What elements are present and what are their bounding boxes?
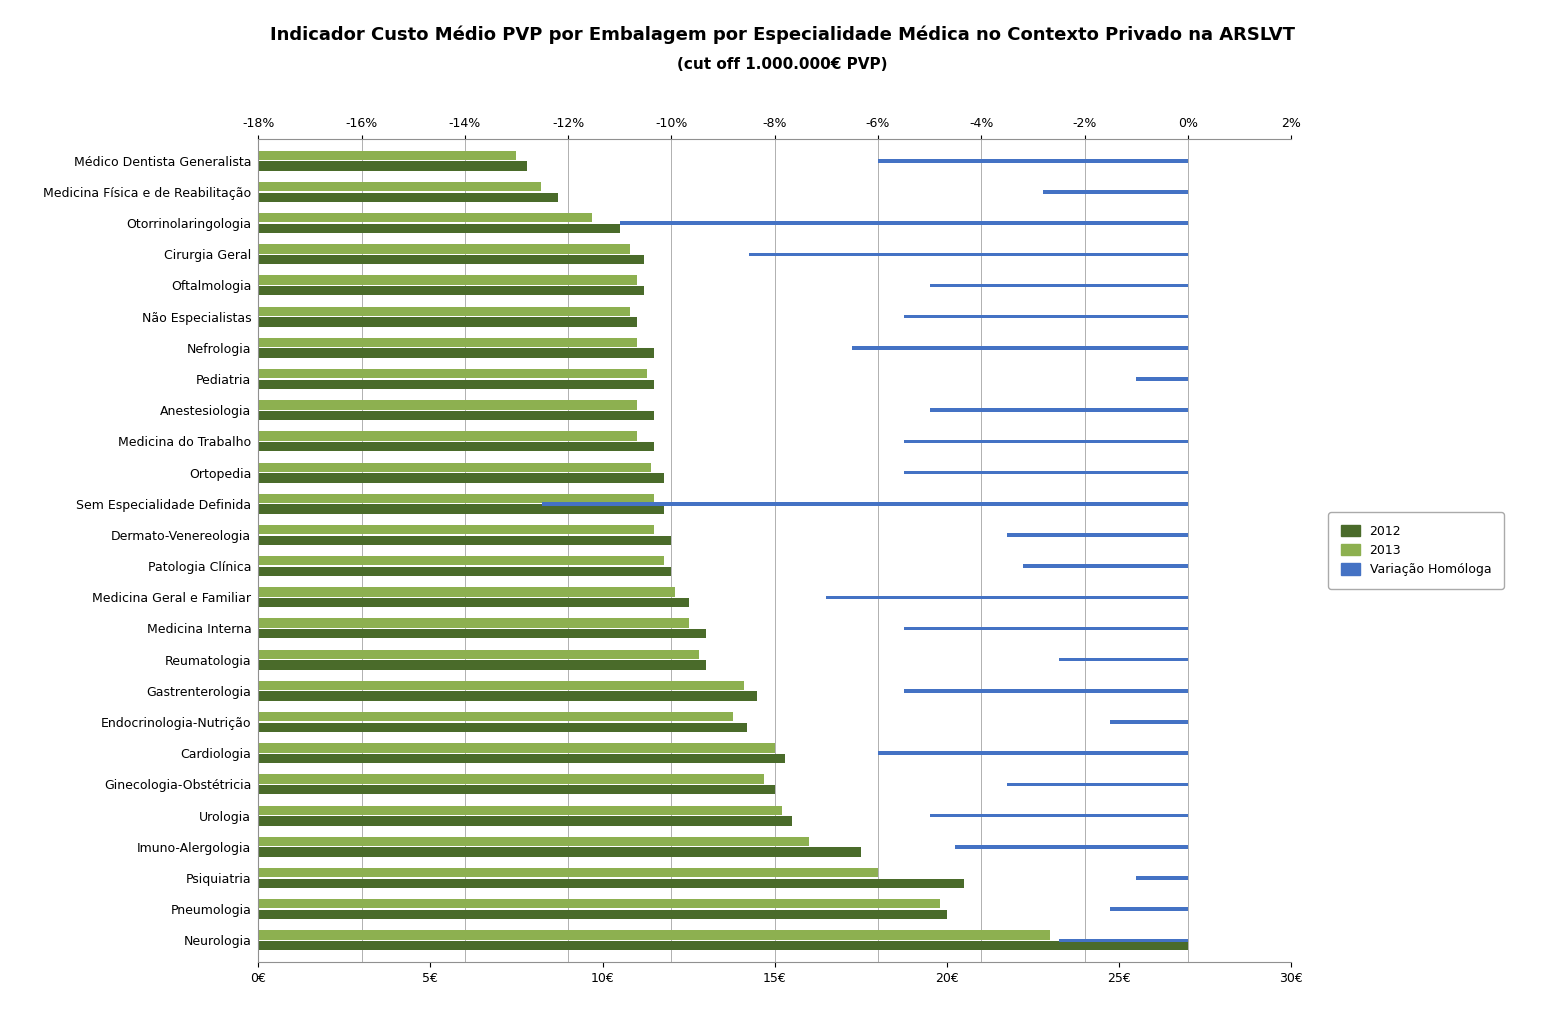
Bar: [905, 627, 1188, 630]
Bar: [1044, 190, 1188, 193]
Bar: [258, 806, 781, 815]
Bar: [930, 814, 1188, 817]
Bar: [905, 315, 1188, 318]
Bar: [905, 689, 1188, 693]
Bar: [258, 588, 675, 597]
Bar: [543, 502, 1188, 505]
Bar: [620, 221, 1188, 225]
Bar: [258, 754, 786, 764]
Bar: [258, 649, 700, 659]
Bar: [258, 162, 527, 171]
Bar: [905, 439, 1188, 443]
Bar: [1136, 876, 1188, 880]
Bar: [258, 785, 775, 794]
Bar: [258, 317, 637, 326]
Bar: [258, 910, 947, 919]
Bar: [258, 691, 757, 701]
Bar: [258, 494, 654, 503]
Bar: [258, 463, 651, 472]
Text: (cut off 1.000.000€ PVP): (cut off 1.000.000€ PVP): [678, 57, 887, 72]
Bar: [878, 751, 1188, 755]
Bar: [930, 409, 1188, 412]
Bar: [258, 411, 654, 420]
Bar: [258, 941, 1188, 950]
Bar: [258, 286, 643, 295]
Bar: [258, 442, 654, 452]
Bar: [1022, 564, 1188, 568]
Bar: [258, 244, 631, 254]
Bar: [258, 535, 671, 545]
Bar: [258, 504, 665, 513]
Bar: [258, 431, 637, 440]
Bar: [258, 349, 654, 358]
Bar: [258, 847, 861, 857]
Legend: 2012, 2013, Variação Homóloga: 2012, 2013, Variação Homóloga: [1329, 512, 1504, 589]
Bar: [258, 400, 637, 410]
Bar: [258, 722, 747, 732]
Bar: [930, 284, 1188, 287]
Bar: [1058, 938, 1188, 943]
Bar: [853, 346, 1188, 350]
Bar: [1008, 533, 1188, 537]
Bar: [1111, 720, 1188, 723]
Bar: [258, 151, 516, 161]
Bar: [258, 712, 734, 721]
Bar: [258, 661, 706, 670]
Bar: [258, 473, 665, 483]
Bar: [258, 369, 648, 379]
Bar: [1058, 658, 1188, 662]
Bar: [258, 879, 964, 888]
Bar: [748, 252, 1188, 256]
Bar: [258, 618, 689, 628]
Bar: [258, 867, 878, 878]
Bar: [258, 525, 654, 534]
Bar: [258, 598, 689, 607]
Bar: [1136, 378, 1188, 381]
Bar: [258, 223, 620, 234]
Bar: [258, 192, 557, 202]
Text: Indicador Custo Médio PVP por Embalagem por Especialidade Médica no Contexto Pri: Indicador Custo Médio PVP por Embalagem …: [271, 26, 1294, 44]
Bar: [258, 276, 637, 285]
Bar: [258, 837, 809, 846]
Bar: [955, 845, 1188, 849]
Bar: [258, 556, 665, 566]
Bar: [258, 681, 743, 690]
Bar: [258, 255, 643, 264]
Bar: [1111, 908, 1188, 911]
Bar: [258, 567, 671, 576]
Bar: [258, 743, 775, 752]
Bar: [258, 307, 631, 316]
Bar: [258, 213, 592, 222]
Bar: [905, 471, 1188, 474]
Bar: [258, 629, 706, 638]
Bar: [258, 816, 792, 825]
Bar: [258, 775, 764, 784]
Bar: [1008, 783, 1188, 786]
Bar: [258, 930, 1050, 939]
Bar: [258, 899, 941, 909]
Bar: [258, 380, 654, 389]
Bar: [826, 596, 1188, 599]
Bar: [258, 338, 637, 347]
Bar: [258, 182, 540, 191]
Bar: [878, 158, 1188, 163]
